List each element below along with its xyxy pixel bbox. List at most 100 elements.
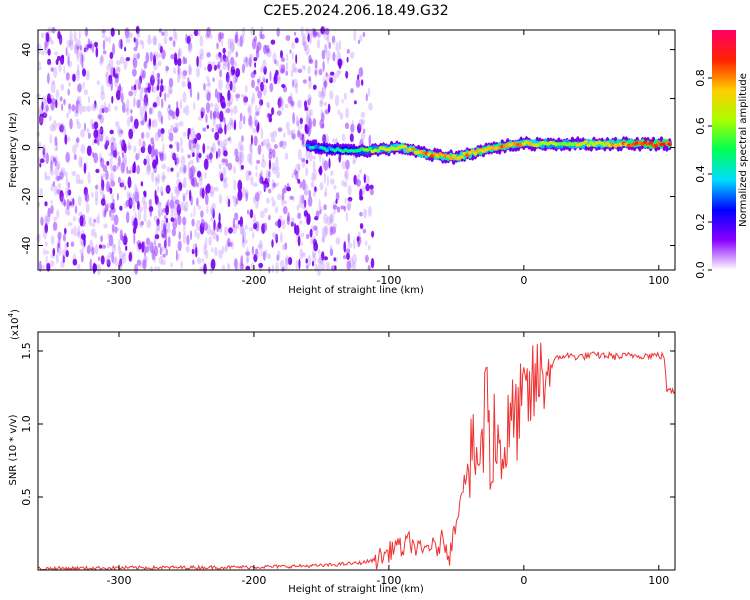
noise-blob xyxy=(174,185,178,194)
noise-blob xyxy=(115,90,121,101)
noise-blob xyxy=(246,246,249,257)
noise-blob xyxy=(291,172,295,179)
noise-blob xyxy=(152,119,158,128)
noise-blob xyxy=(77,39,81,48)
noise-blob xyxy=(287,257,293,265)
noise-blob xyxy=(301,138,306,148)
noise-blob xyxy=(221,246,225,254)
noise-blob xyxy=(325,78,328,89)
noise-blob xyxy=(192,259,195,265)
noise-blob xyxy=(281,243,286,251)
noise-blob xyxy=(307,195,313,207)
noise-blob xyxy=(362,228,367,234)
noise-blob xyxy=(50,160,53,172)
noise-blob xyxy=(109,209,112,218)
noise-blob xyxy=(284,242,288,250)
noise-blob xyxy=(80,233,86,240)
noise-blob xyxy=(183,131,186,137)
noise-blob xyxy=(127,176,132,189)
noise-blob xyxy=(262,139,267,147)
noise-blob xyxy=(257,144,262,155)
noise-blob xyxy=(143,102,148,113)
noise-blob xyxy=(262,75,265,83)
noise-blob xyxy=(170,262,173,268)
noise-blob xyxy=(157,53,162,58)
noise-blob xyxy=(91,191,94,198)
noise-blob xyxy=(161,228,167,239)
noise-blob xyxy=(246,254,250,263)
signal-track-cell xyxy=(473,151,478,156)
noise-blob xyxy=(161,171,166,184)
noise-blob xyxy=(160,186,164,195)
noise-blob xyxy=(175,107,180,118)
noise-blob xyxy=(154,245,159,257)
noise-blob xyxy=(101,32,106,39)
noise-blob xyxy=(321,251,325,261)
noise-blob xyxy=(326,175,329,187)
noise-blob xyxy=(168,109,174,116)
noise-blob xyxy=(89,258,93,270)
noise-blob xyxy=(356,236,360,242)
noise-blob xyxy=(303,134,306,143)
noise-blob xyxy=(136,30,141,38)
noise-blob xyxy=(149,241,154,254)
noise-blob xyxy=(63,98,66,106)
noise-blob xyxy=(42,147,46,159)
noise-blob xyxy=(131,123,135,134)
noise-blob xyxy=(269,70,272,82)
noise-blob xyxy=(76,118,80,124)
noise-blob xyxy=(79,45,83,51)
noise-blob xyxy=(195,142,199,155)
noise-blob xyxy=(271,239,274,248)
noise-blob xyxy=(209,152,213,162)
noise-blob xyxy=(221,158,227,163)
noise-blob xyxy=(187,127,190,140)
noise-blob xyxy=(165,228,168,234)
noise-blob xyxy=(304,100,307,109)
noise-blob xyxy=(136,164,141,175)
noise-blob xyxy=(305,116,309,124)
noise-blob xyxy=(152,240,157,248)
noise-blob xyxy=(123,143,127,154)
noise-blob xyxy=(248,227,254,232)
noise-blob xyxy=(157,128,162,138)
noise-blob xyxy=(272,52,277,64)
noise-blob xyxy=(241,93,244,98)
noise-blob xyxy=(223,150,228,157)
noise-blob xyxy=(350,51,355,59)
noise-blob xyxy=(275,261,279,274)
noise-blob xyxy=(212,231,217,240)
noise-blob xyxy=(332,223,337,229)
noise-blob xyxy=(73,225,77,237)
noise-blob xyxy=(262,59,267,70)
noise-blob xyxy=(266,142,272,151)
noise-blob xyxy=(263,222,268,231)
noise-blob xyxy=(341,160,347,170)
noise-blob xyxy=(189,230,193,241)
noise-blob xyxy=(252,92,256,104)
signal-track-cell xyxy=(324,148,329,152)
noise-blob xyxy=(170,54,175,60)
noise-blob xyxy=(191,248,195,255)
noise-blob xyxy=(77,82,82,92)
noise-blob xyxy=(301,252,306,258)
noise-blob xyxy=(68,81,72,87)
noise-blob xyxy=(218,249,223,259)
noise-blob xyxy=(260,128,264,140)
noise-blob xyxy=(346,203,351,211)
noise-blob xyxy=(203,243,207,256)
noise-blob xyxy=(114,105,118,112)
noise-blob xyxy=(139,106,144,118)
spectrogram-x-axis-label: Height of straight line (km) xyxy=(288,285,424,296)
noise-blob xyxy=(310,235,313,245)
noise-blob xyxy=(327,103,331,113)
noise-blob xyxy=(184,104,190,116)
noise-blob xyxy=(197,29,201,37)
noise-blob xyxy=(72,73,76,82)
noise-blob xyxy=(73,154,77,161)
noise-blob xyxy=(335,192,340,201)
noise-blob xyxy=(136,99,141,109)
noise-blob xyxy=(359,169,362,174)
noise-blob xyxy=(281,140,287,150)
